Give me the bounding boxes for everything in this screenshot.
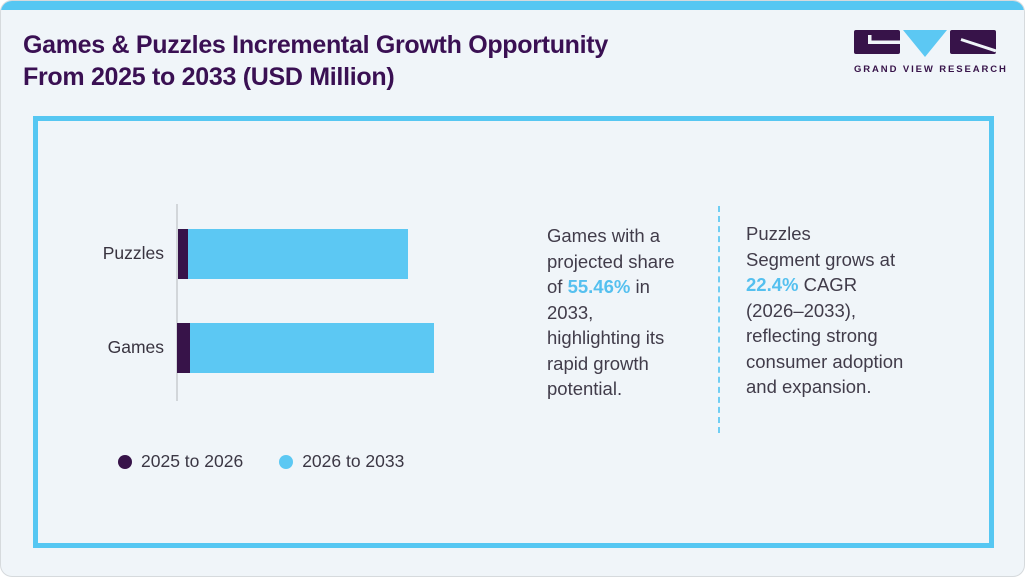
- logo-v-icon: [903, 30, 947, 57]
- annotation-puzzles-text-before: Puzzles Segment grows at: [746, 223, 896, 270]
- gvr-logo-icons: [854, 30, 996, 58]
- page-title-line1: Games & Puzzles Incremental Growth Oppor…: [23, 31, 608, 59]
- legend-dot-light-blue-icon: [279, 454, 294, 469]
- bar-label-puzzles: Puzzles: [102, 243, 164, 263]
- legend-item-2026-2033: 2026 to 2033: [279, 451, 404, 472]
- logo-wordmark: GRAND VIEW RESEARCH: [854, 64, 1008, 75]
- bar-row-games: [177, 323, 434, 373]
- annotation-divider: [718, 206, 720, 433]
- annotation-puzzles-accent-value: 22.4%: [746, 274, 799, 295]
- page-title-line2: From 2025 to 2033 (USD Million): [23, 63, 395, 91]
- bar-row-puzzles: [178, 229, 408, 279]
- annotation-puzzles-text-after: CAGR (2026–2033), reflecting strong cons…: [746, 274, 904, 397]
- logo-r-icon: [950, 30, 996, 54]
- logo-g-icon: [854, 30, 900, 54]
- annotation-games: Games with a projected share of 55.46% i…: [547, 223, 717, 402]
- annotation-games-text-after: in 2033, highlighting its rapid growth p…: [547, 276, 665, 399]
- bar-label-games: Games: [107, 337, 164, 357]
- legend-label: 2025 to 2026: [141, 451, 244, 471]
- legend-dot-dark-purple-icon: [118, 454, 132, 469]
- bar-segment-puzzles-2026-2033: [188, 229, 408, 279]
- y-axis-line: [176, 204, 178, 401]
- top-accent-bar: [1, 1, 1024, 10]
- gvr-logo: GRAND VIEW RESEARCH: [854, 30, 1008, 75]
- legend-label: 2026 to 2033: [302, 451, 405, 471]
- page-title: Games & Puzzles Incremental Growth Oppor…: [23, 29, 608, 93]
- bar-segment-games-2026-2033: [190, 323, 434, 373]
- bar-segment-games-2025-2026: [177, 323, 190, 373]
- annotation-puzzles: Puzzles Segment grows at 22.4% CAGR (202…: [746, 221, 951, 400]
- chart-legend: 2025 to 2026 2026 to 2033: [118, 451, 404, 472]
- annotation-games-accent-value: 55.46%: [567, 276, 631, 297]
- bar-segment-puzzles-2025-2026: [178, 229, 188, 279]
- chart-panel: [33, 116, 994, 548]
- annotation-games-text-before: Games with a projected share of: [547, 225, 675, 297]
- legend-item-2025-2026: 2025 to 2026: [118, 451, 243, 472]
